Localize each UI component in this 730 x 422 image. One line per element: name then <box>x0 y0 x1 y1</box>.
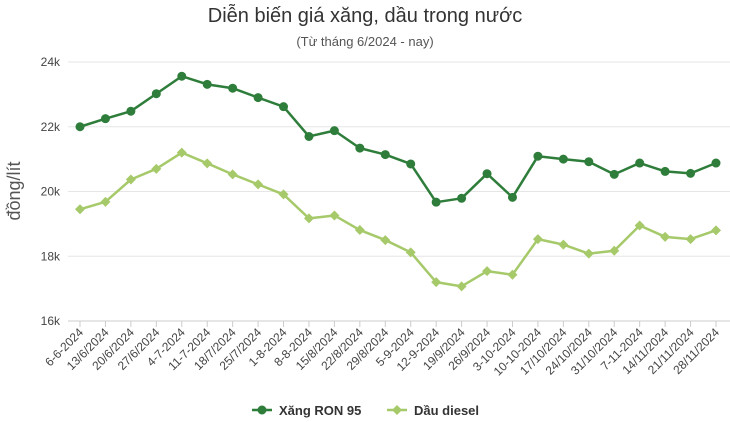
y-axis-label: đồng/lít <box>4 161 24 220</box>
data-point[interactable] <box>304 131 314 141</box>
legend: Xăng RON 95 Dầu diesel <box>252 403 479 418</box>
series-line <box>79 74 717 204</box>
data-point[interactable] <box>584 157 594 167</box>
data-point[interactable] <box>227 169 238 180</box>
legend-item[interactable]: Xăng RON 95 <box>252 403 361 418</box>
legend-label: Dầu diesel <box>414 403 479 418</box>
data-point[interactable] <box>380 150 390 160</box>
y-tick-label: 18k <box>41 249 61 263</box>
legend-item[interactable]: Dầu diesel <box>387 403 479 418</box>
data-point[interactable] <box>75 122 85 132</box>
data-point[interactable] <box>685 234 696 245</box>
legend-label: Xăng RON 95 <box>279 403 361 418</box>
data-point[interactable] <box>660 166 670 176</box>
data-point[interactable] <box>329 210 340 221</box>
data-point[interactable] <box>507 269 518 280</box>
data-point[interactable] <box>431 277 442 288</box>
data-point[interactable] <box>75 204 85 215</box>
data-point[interactable] <box>253 179 264 190</box>
data-point[interactable] <box>355 143 365 153</box>
data-point[interactable] <box>100 114 110 124</box>
series-xang-ron-95 <box>75 71 721 207</box>
y-tick-label: 16k <box>41 314 61 328</box>
y-tick-label: 20k <box>41 185 61 199</box>
data-point[interactable] <box>482 266 493 277</box>
data-point[interactable] <box>176 147 187 158</box>
data-point[interactable] <box>177 71 187 81</box>
data-point[interactable] <box>456 281 467 292</box>
data-point[interactable] <box>151 89 161 99</box>
data-point[interactable] <box>558 154 568 164</box>
data-point[interactable] <box>532 234 543 245</box>
data-point[interactable] <box>609 169 619 179</box>
legend-marker <box>392 405 402 415</box>
chart-title: Diễn biến giá xăng, dầu trong nước <box>208 4 522 27</box>
data-point[interactable] <box>507 192 517 202</box>
legend-marker <box>257 405 267 415</box>
series-dau-diesel <box>75 147 721 292</box>
data-point[interactable] <box>380 235 391 246</box>
data-point[interactable] <box>253 93 263 103</box>
data-point[interactable] <box>406 159 416 169</box>
grid-layer <box>68 61 730 322</box>
data-point[interactable] <box>686 168 696 178</box>
data-point[interactable] <box>558 239 569 250</box>
data-point[interactable] <box>151 163 162 174</box>
y-tick-label: 24k <box>41 55 61 69</box>
data-point[interactable] <box>482 169 492 179</box>
data-point[interactable] <box>202 158 213 169</box>
data-point[interactable] <box>635 158 645 168</box>
data-point[interactable] <box>100 196 111 207</box>
data-point[interactable] <box>634 220 645 231</box>
data-point[interactable] <box>405 247 416 258</box>
y-tick-labels: 16k 18k 20k 22k 24k <box>41 55 61 328</box>
data-point[interactable] <box>354 225 365 236</box>
data-point[interactable] <box>660 231 671 242</box>
data-point[interactable] <box>431 197 441 207</box>
x-tick-labels: 6-6-202413/6/202420/6/202427/6/20244-7-2… <box>42 321 722 379</box>
data-point[interactable] <box>126 106 136 116</box>
data-point[interactable] <box>457 193 467 203</box>
y-tick-label: 22k <box>41 120 61 134</box>
data-point[interactable] <box>303 213 314 224</box>
data-point[interactable] <box>125 174 136 185</box>
data-point[interactable] <box>609 245 620 256</box>
data-point[interactable] <box>711 158 721 168</box>
data-point[interactable] <box>202 79 212 89</box>
data-point[interactable] <box>228 83 238 93</box>
chart-subtitle: (Từ tháng 6/2024 - nay) <box>296 34 433 49</box>
data-point[interactable] <box>279 102 289 112</box>
data-point[interactable] <box>278 189 289 200</box>
data-point[interactable] <box>583 248 594 259</box>
data-point[interactable] <box>329 126 339 136</box>
series-layer <box>75 71 721 292</box>
data-point[interactable] <box>533 151 543 161</box>
data-point[interactable] <box>711 225 721 236</box>
